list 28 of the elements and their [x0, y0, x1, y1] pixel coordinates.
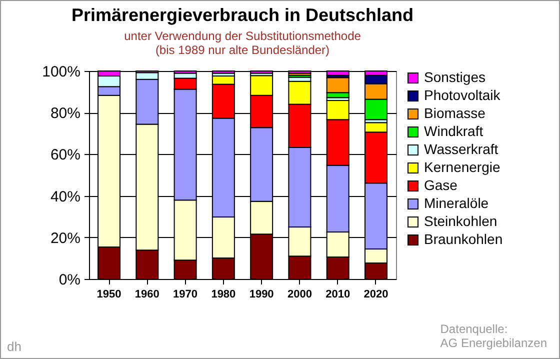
legend-label: Windkraft — [424, 123, 484, 139]
y-tick-label: 20% — [50, 230, 80, 247]
legend-label: Sonstiges — [424, 69, 486, 85]
x-tick-label: 1980 — [211, 288, 236, 300]
x-tick-label: 2000 — [287, 288, 312, 300]
legend-label: Kernenergie — [424, 159, 500, 175]
y-tick-label: 60% — [50, 146, 80, 164]
legend-label: Steinkohlen — [424, 213, 498, 229]
y-tick-label: 80% — [50, 105, 80, 122]
text: Datenquelle: AG Energiebilanzen — [440, 322, 547, 350]
legend-label: Wasserkraft — [424, 141, 498, 157]
x-tick-label: 1970 — [173, 288, 198, 300]
y-tick-label: 0% — [58, 272, 80, 288]
x-tick-label: 1960 — [134, 288, 160, 300]
x-tick-label: 1950 — [96, 288, 122, 300]
chart-title: Primärenergieverbrauch in Deutschland — [71, 5, 414, 25]
y-tick-label: 100% — [42, 64, 80, 80]
x-tick-label: 1990 — [249, 288, 274, 300]
legend-label: Braunkohlen — [424, 231, 503, 247]
legend-label: Gase — [424, 177, 458, 193]
y-tick-label: 40% — [50, 188, 80, 206]
chart-subtitle: unter Verwendung der Substitutionsmethode (bis 1989 nur alte Bundesländer) — [124, 29, 362, 57]
text: dh — [7, 339, 22, 354]
x-tick-label: 2020 — [364, 288, 388, 300]
x-tick-label: 2010 — [326, 288, 350, 300]
legend-label: Photovoltaik — [424, 87, 502, 103]
legend-label: Mineralöle — [424, 195, 489, 211]
legend-label: Biomasse — [424, 105, 486, 121]
